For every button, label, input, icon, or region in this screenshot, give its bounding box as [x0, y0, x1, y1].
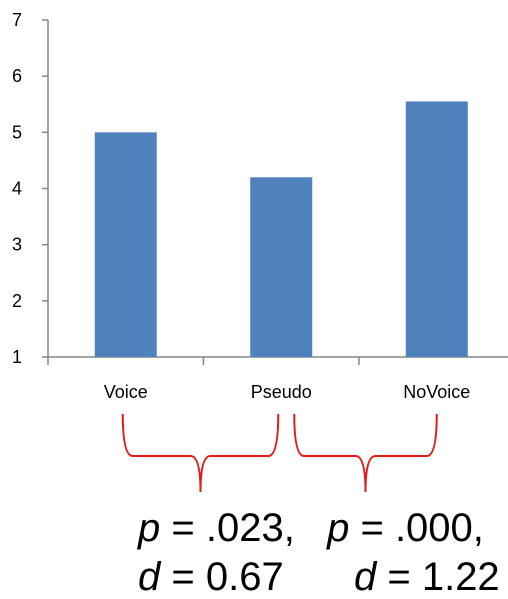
d-value-2: 1.22	[421, 555, 500, 599]
category-label-novoice: NoVoice	[403, 382, 470, 402]
category-label-voice: Voice	[104, 382, 148, 402]
d-values-line: d = 0.67 d = 1.22	[138, 557, 500, 597]
p-value-2: .000,	[394, 506, 484, 550]
equals-sign: =	[171, 506, 195, 550]
p-symbol-2: p	[327, 506, 350, 550]
bar-voice	[94, 132, 157, 357]
equals-sign: =	[171, 555, 195, 599]
y-tick-label: 3	[12, 235, 22, 255]
p-symbol-1: p	[138, 506, 161, 550]
bracket-pseudo-novoice	[293, 413, 438, 493]
bracket-voice-pseudo	[121, 413, 280, 493]
p-values-line: p = .023, p = .000,	[138, 508, 484, 548]
bar-novoice	[405, 101, 468, 357]
bar-series	[94, 101, 468, 357]
y-tick-label: 5	[12, 122, 22, 142]
category-label-pseudo: Pseudo	[251, 382, 312, 402]
y-tick-label: 1	[12, 347, 22, 367]
d-symbol-2: d	[353, 555, 377, 599]
y-tick-label: 4	[12, 179, 22, 199]
d-symbol-1: d	[138, 555, 161, 599]
equals-sign: =	[387, 555, 411, 599]
y-axis-ticks: 1 2 3 4 5 6 7	[12, 10, 48, 367]
d-value-1: 0.67	[205, 555, 284, 599]
y-tick-label: 7	[12, 10, 22, 30]
y-tick-label: 6	[12, 66, 22, 86]
equals-sign: =	[360, 506, 384, 550]
significance-brackets	[121, 413, 438, 493]
category-labels: Voice Pseudo NoVoice	[104, 382, 471, 402]
y-tick-label: 2	[12, 291, 22, 311]
p-value-1: .023,	[205, 506, 295, 550]
bar-pseudo	[250, 177, 313, 357]
x-axis-ticks	[47, 357, 360, 365]
